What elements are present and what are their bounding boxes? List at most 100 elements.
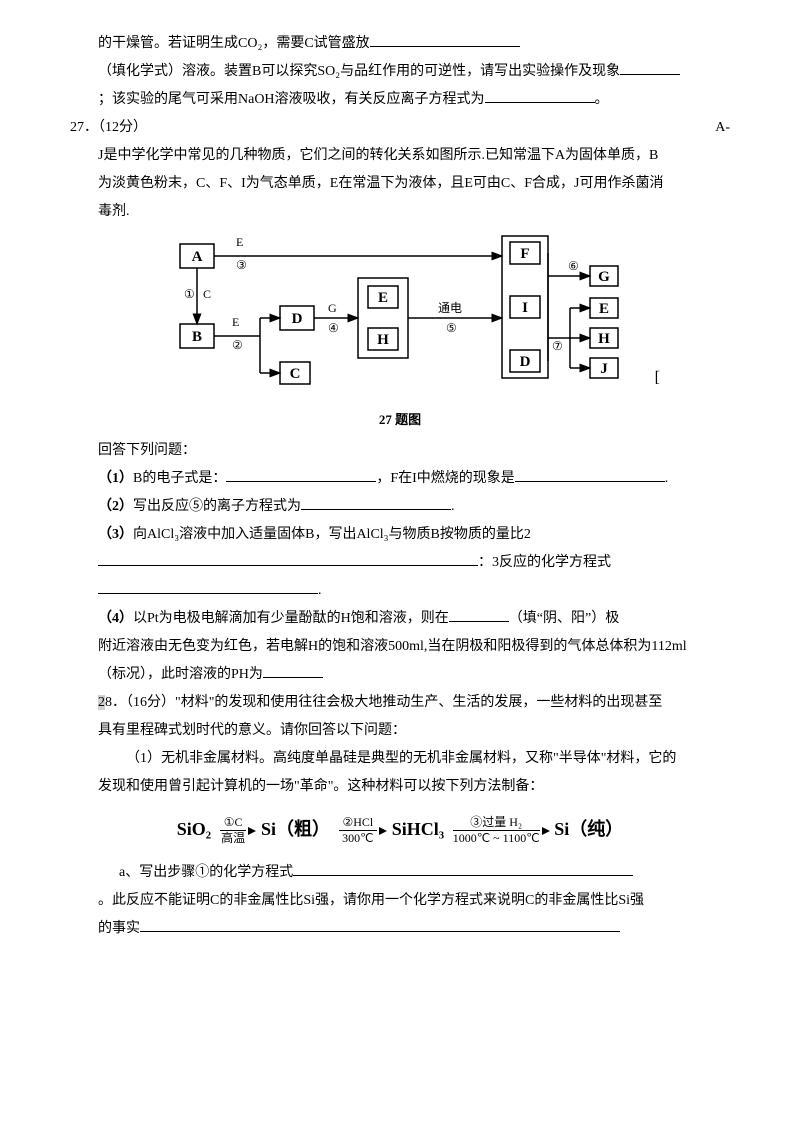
q27-diagram-wrap: A B C D E H F I: [70, 234, 730, 433]
svg-text:①: ①: [184, 287, 195, 301]
reaction: SiO₂ ①C高温 Si（粗） ②HCl300℃ SiHCl₃ ③过量 H₂10…: [177, 811, 623, 847]
q27-sub4c: （标况），此时溶液的PH为: [70, 661, 730, 689]
svg-text:E: E: [236, 235, 243, 249]
text: 。: [595, 92, 609, 107]
text: 为淡黄色粉末，C、F、I为气态单质，E在常温下为液体，且E可由C、F合成，J可用…: [98, 170, 730, 198]
species: SiO₂: [177, 819, 211, 839]
svg-text:B: B: [192, 329, 202, 345]
blank: [485, 88, 595, 103]
flowchart-svg: A B C D E H F I: [170, 234, 630, 394]
svg-text:H: H: [598, 331, 610, 347]
hl-char: 2: [98, 695, 105, 710]
q27-intro: J是中学化学中常见的几种物质，它们之间的转化关系如图所示.已知常温下A为固体单质…: [70, 142, 730, 226]
text: J是中学化学中常见的几种物质，它们之间的转化关系如图所示.已知常温下A为固体单质…: [98, 142, 730, 170]
q27-heading: 27．（12分） A-: [70, 114, 730, 142]
svg-text:G: G: [328, 301, 337, 315]
q27-sub3: （3）向AlCl₃溶液中加入适量固体B，写出AlCl₃与物质B按物质的量比2: [70, 521, 730, 549]
svg-text:C: C: [203, 287, 211, 301]
text: 毒剂.: [98, 198, 730, 226]
q28-1b: 发现和使用曾引起计算机的一场"革命"。这种材料可以按下列方法制备：: [70, 773, 730, 801]
svg-text:E: E: [599, 301, 609, 317]
arrowhead-icon: [248, 827, 256, 835]
prev-line-3: ；该实验的尾气可采用NaOH溶液吸收，有关反应离子方程式为 。: [70, 86, 730, 114]
svg-text:I: I: [522, 300, 528, 316]
label: （3）: [98, 527, 133, 542]
svg-text:E: E: [232, 315, 239, 329]
text: a、写出步骤①的化学方程式: [119, 865, 293, 880]
text: ：3反应的化学方程式: [478, 555, 611, 570]
text: ；该实验的尾气可采用NaOH溶液吸收，有关反应离子方程式为: [98, 92, 485, 107]
text: .: [665, 471, 669, 486]
q27-sub1: （1）B的电子式是： ，F在I中燃烧的现象是.: [70, 465, 730, 493]
svg-text:A: A: [192, 249, 203, 265]
svg-text:③: ③: [236, 258, 247, 272]
text: 写出反应⑤的离子方程式为: [133, 499, 301, 514]
arrow-3: ③过量 H₂1000℃ ~ 1100℃: [449, 816, 544, 845]
q28-a: a、写出步骤①的化学方程式: [70, 859, 730, 887]
prev-line-2: （填化学式）溶液。装置B可以探究SO₂与品红作用的可逆性，请写出实验操作及现象: [70, 58, 730, 86]
svg-text:J: J: [600, 361, 608, 377]
blank: [620, 60, 680, 75]
blank: [226, 467, 376, 482]
text: 向AlCl₃溶液中加入适量固体B，写出AlCl₃与物质B按物质的量比2: [133, 527, 531, 542]
svg-text:D: D: [292, 311, 303, 327]
reaction-scheme: SiO₂ ①C高温 Si（粗） ②HCl300℃ SiHCl₃ ③过量 H₂10…: [70, 811, 730, 847]
svg-text:⑤: ⑤: [446, 321, 457, 335]
q27-sub3c: .: [70, 577, 730, 605]
text: 8: [105, 695, 112, 710]
q28-a-b: 。此反应不能证明C的非金属性比Si强，请你用一个化学方程式来说明C的非金属性比S…: [70, 887, 730, 915]
svg-text:G: G: [598, 269, 610, 285]
answer-prompt: 回答下列问题：: [70, 437, 730, 465]
blank: [370, 32, 520, 47]
label: （2）: [98, 499, 133, 514]
q27-sub4: （4）以Pt为电极电解滴加有少量酚酞的H饱和溶液，则在 （填“阴、阳”）极: [70, 605, 730, 633]
q28-a-c: 的事实: [70, 915, 730, 943]
blank: [301, 495, 451, 510]
svg-text:⑦: ⑦: [552, 339, 563, 353]
text: 以Pt为电极电解滴加有少量酚酞的H饱和溶液，则在: [133, 611, 449, 626]
q27-sub4b: 附近溶液由无色变为红色，若电解H的饱和溶液500ml,当在阴极和阳极得到的气体总…: [70, 633, 730, 661]
arrowhead-icon: [542, 827, 550, 835]
text: ．（16分）"材料"的发现和使用往往会极大地推动生产、生活的发展，一些材料的出现…: [112, 695, 662, 710]
blank: [98, 551, 478, 566]
species: Si（粗）: [261, 819, 330, 839]
text: ，F在I中燃烧的现象是: [376, 471, 514, 486]
blank: [263, 663, 323, 678]
blank: [515, 467, 665, 482]
q27-diagram: A B C D E H F I: [170, 234, 630, 394]
q27-sub2: （2）写出反应⑤的离子方程式为.: [70, 493, 730, 521]
blank: [449, 607, 509, 622]
svg-text:E: E: [378, 290, 388, 306]
arrow-1: ①C高温: [216, 816, 251, 845]
text: B的电子式是：: [133, 471, 226, 486]
species: Si（纯）: [554, 819, 623, 839]
blank: [140, 917, 620, 932]
label: （4）: [98, 611, 133, 626]
svg-text:②: ②: [232, 338, 243, 352]
svg-text:④: ④: [328, 321, 339, 335]
arrow-2: ②HCl300℃: [335, 816, 382, 845]
text: .: [318, 583, 322, 598]
q28-intro2: 具有里程碑式划时代的意义。请你回答以下问题：: [70, 717, 730, 745]
svg-text:⑥: ⑥: [568, 259, 579, 273]
page-content: 的干燥管。若证明生成CO₂，需要C试管盛放 （填化学式）溶液。装置B可以探究SO…: [0, 0, 800, 973]
text: （填“阴、阳”）极: [509, 611, 619, 626]
q27-sub3b: ：3反应的化学方程式: [70, 549, 730, 577]
svg-text:通电: 通电: [438, 301, 462, 315]
species: SiHCl₃: [392, 819, 444, 839]
text: 的干燥管。若证明生成CO₂，需要C试管盛放: [98, 36, 370, 51]
blank: [98, 579, 318, 594]
bracket: [: [655, 362, 660, 394]
text: 的事实: [98, 921, 140, 936]
blank: [293, 861, 633, 876]
prev-line-1: 的干燥管。若证明生成CO₂，需要C试管盛放: [70, 30, 730, 58]
text: （标况），此时溶液的PH为: [98, 667, 263, 682]
q27-a-label: A-: [715, 114, 730, 142]
svg-text:D: D: [520, 354, 531, 370]
label: （1）: [98, 471, 133, 486]
arrowhead-icon: [379, 827, 387, 835]
svg-text:H: H: [377, 332, 389, 348]
svg-text:C: C: [290, 366, 301, 382]
q27-number: 27．（12分）: [70, 114, 147, 142]
text: （填化学式）溶液。装置B可以探究SO₂与品红作用的可逆性，请写出实验操作及现象: [98, 64, 620, 79]
